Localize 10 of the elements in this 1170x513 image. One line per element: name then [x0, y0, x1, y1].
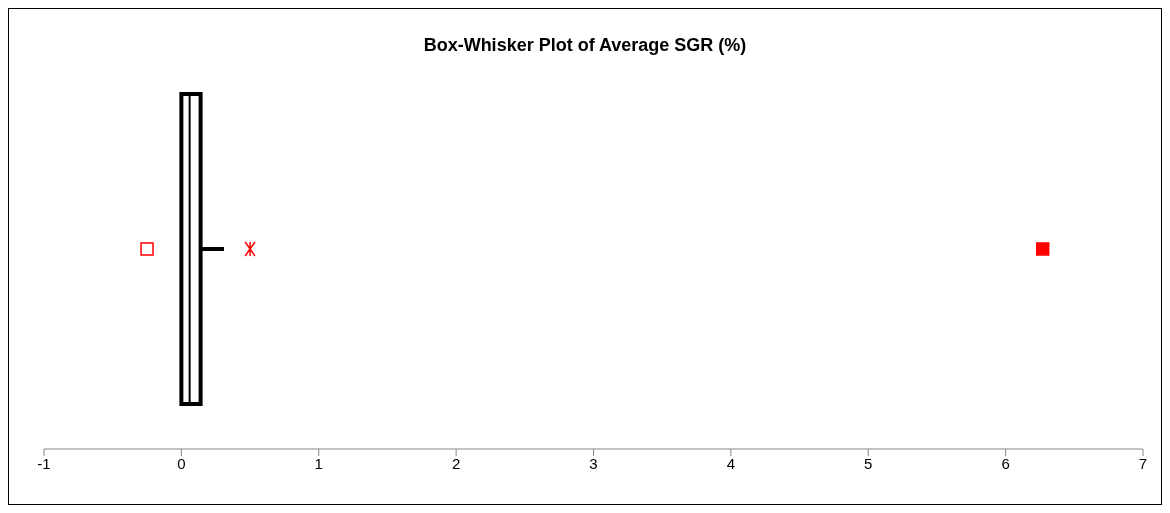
x-tick-label: 5 [864, 454, 873, 472]
chart-title: Box-Whisker Plot of Average SGR (%) [422, 35, 748, 56]
x-tick-label: 0 [177, 454, 186, 472]
x-tick-label: 1 [314, 454, 323, 472]
x-tick-label: 2 [451, 454, 461, 472]
x-tick-label: 7 [1138, 454, 1148, 472]
x-tick-label: -1 [37, 454, 51, 472]
x-tick-label: 4 [726, 454, 736, 472]
x-tick-label: 3 [589, 454, 598, 472]
x-tick-label: 6 [1001, 454, 1010, 472]
